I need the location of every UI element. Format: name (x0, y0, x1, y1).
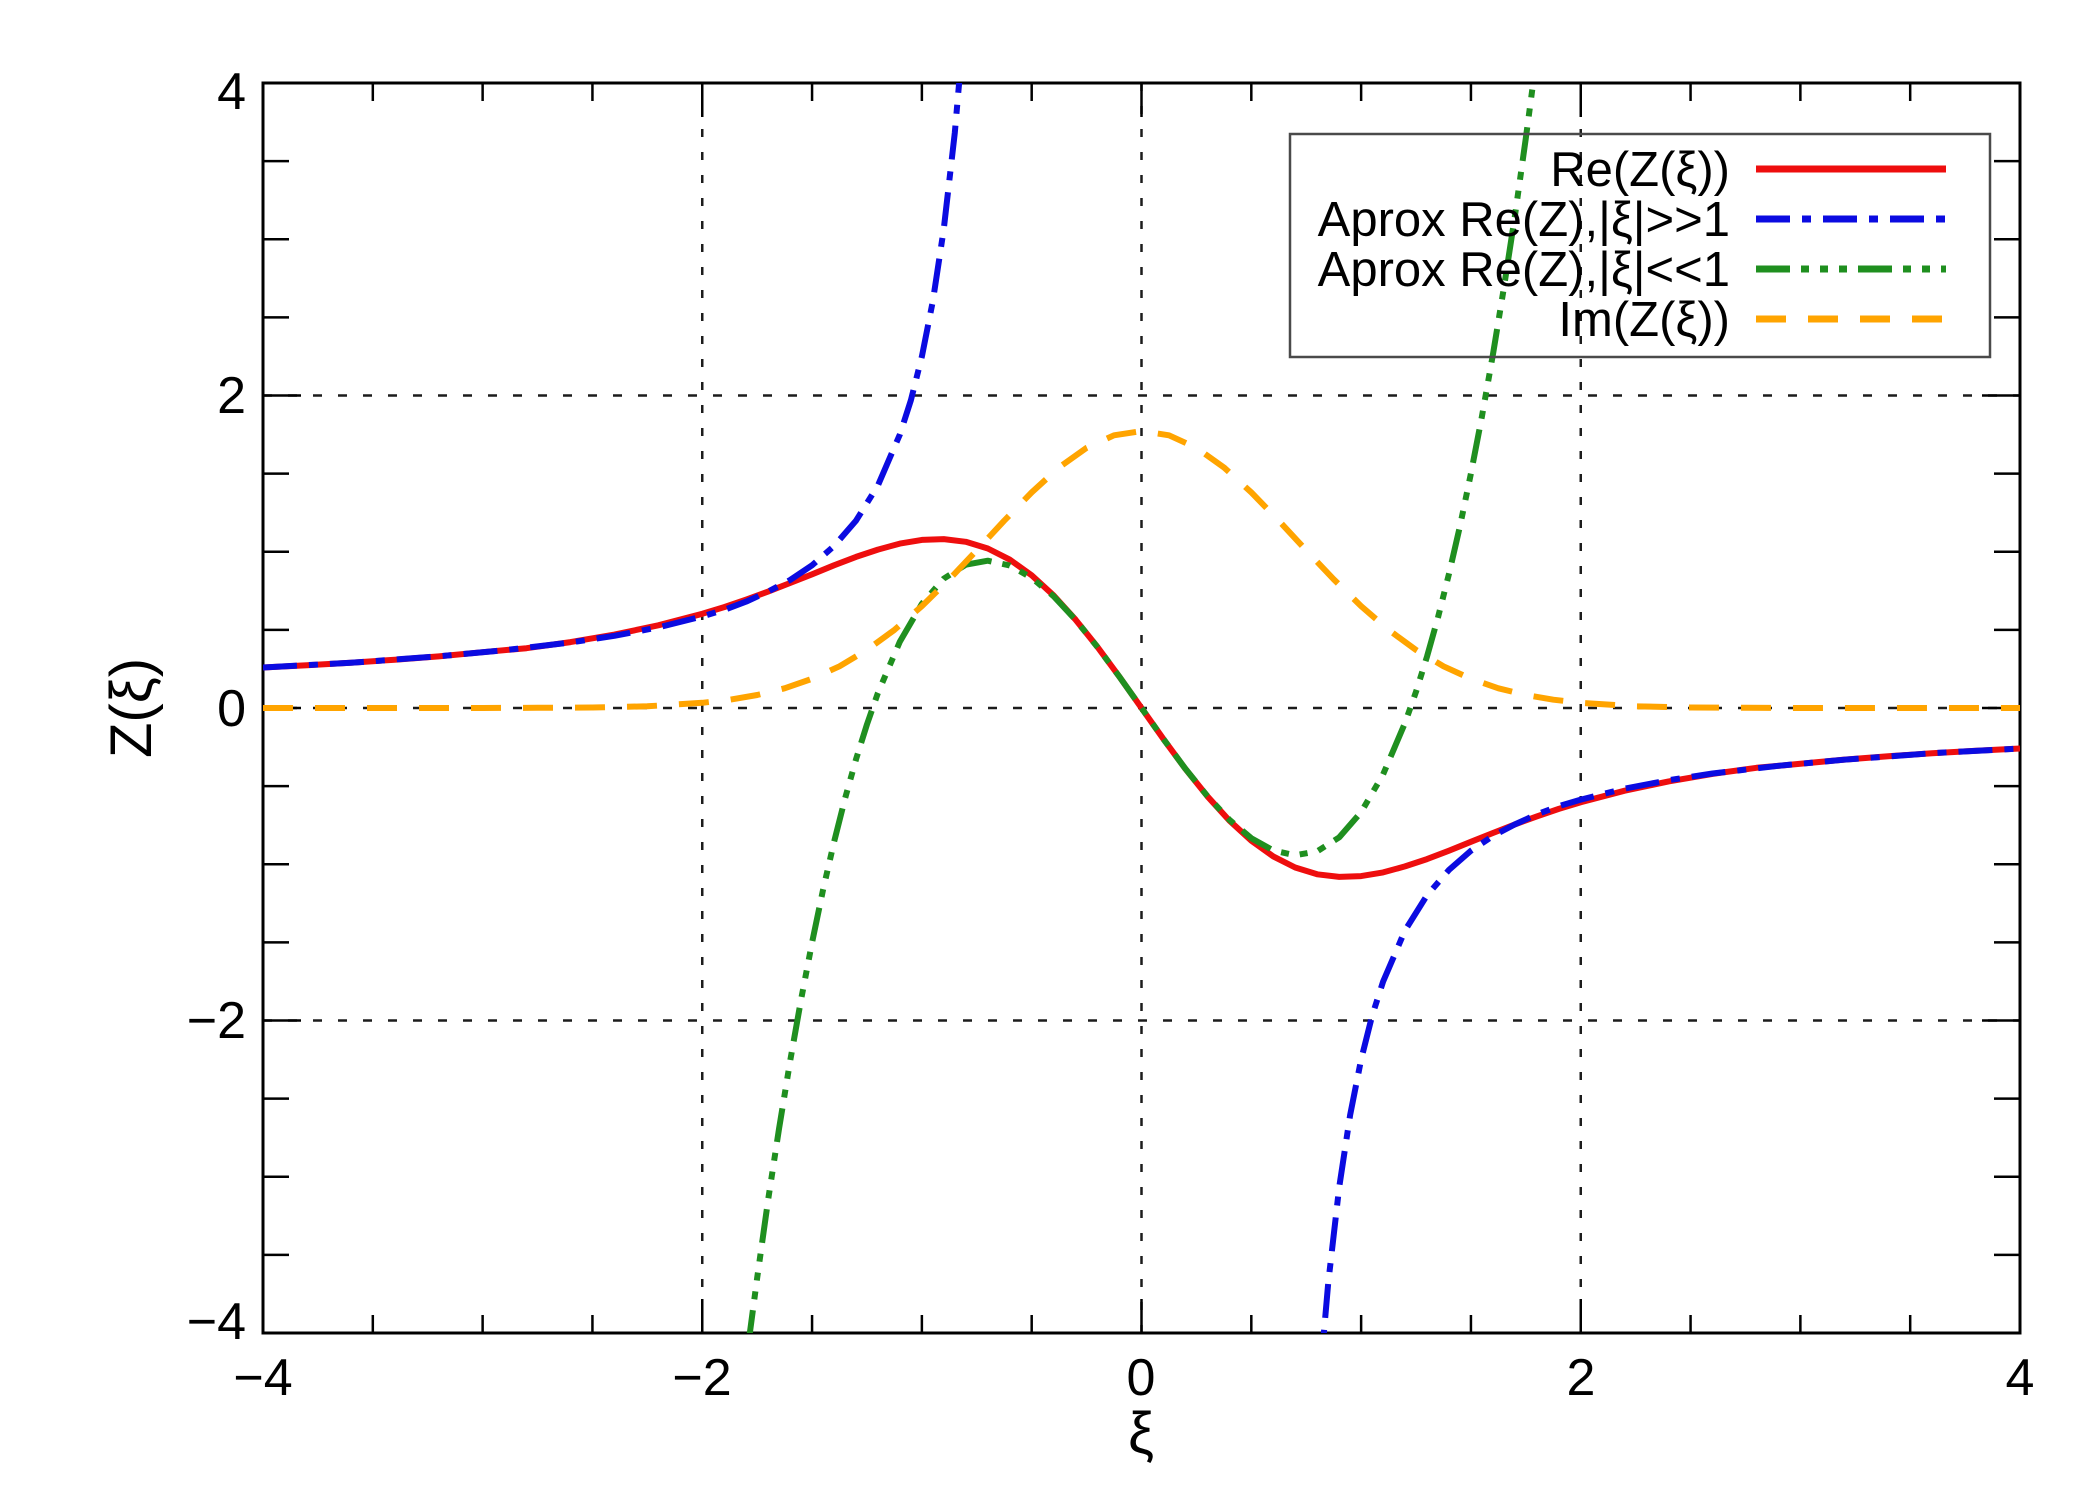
y-tick-label: 0 (217, 680, 246, 738)
series-curve-3 (263, 428, 2020, 711)
y-tick-label: −2 (186, 992, 246, 1050)
x-tick-label: 4 (2005, 1349, 2035, 1407)
series-curve-2 (746, 83, 1537, 1333)
x-tick-label: −2 (672, 1349, 732, 1407)
x-axis-title: ξ (1128, 1401, 1154, 1466)
legend-label-aprox-large: Aprox Re(Z),|ξ|>>1 (1317, 193, 1730, 247)
legend-label-aprox-small: Aprox Re(Z),|ξ|<<1 (1317, 243, 1730, 297)
series-curve-1 (263, 83, 963, 671)
y-axis-title: Z(ξ) (99, 657, 164, 759)
series-curve-1 (1320, 745, 2020, 1333)
x-tick-label: −4 (233, 1349, 293, 1407)
y-tick-label: 2 (217, 367, 246, 425)
y-tick-label: 4 (217, 63, 246, 121)
x-tick-label: 2 (1566, 1349, 1596, 1407)
legend-label-re-z: Re(Z(ξ)) (1550, 143, 1730, 197)
legend-label-im-z: Im(Z(ξ)) (1558, 293, 1730, 347)
y-tick-label: −4 (186, 1293, 246, 1351)
legend-box (1288, 132, 1992, 359)
x-tick-label: 0 (1126, 1349, 1156, 1407)
